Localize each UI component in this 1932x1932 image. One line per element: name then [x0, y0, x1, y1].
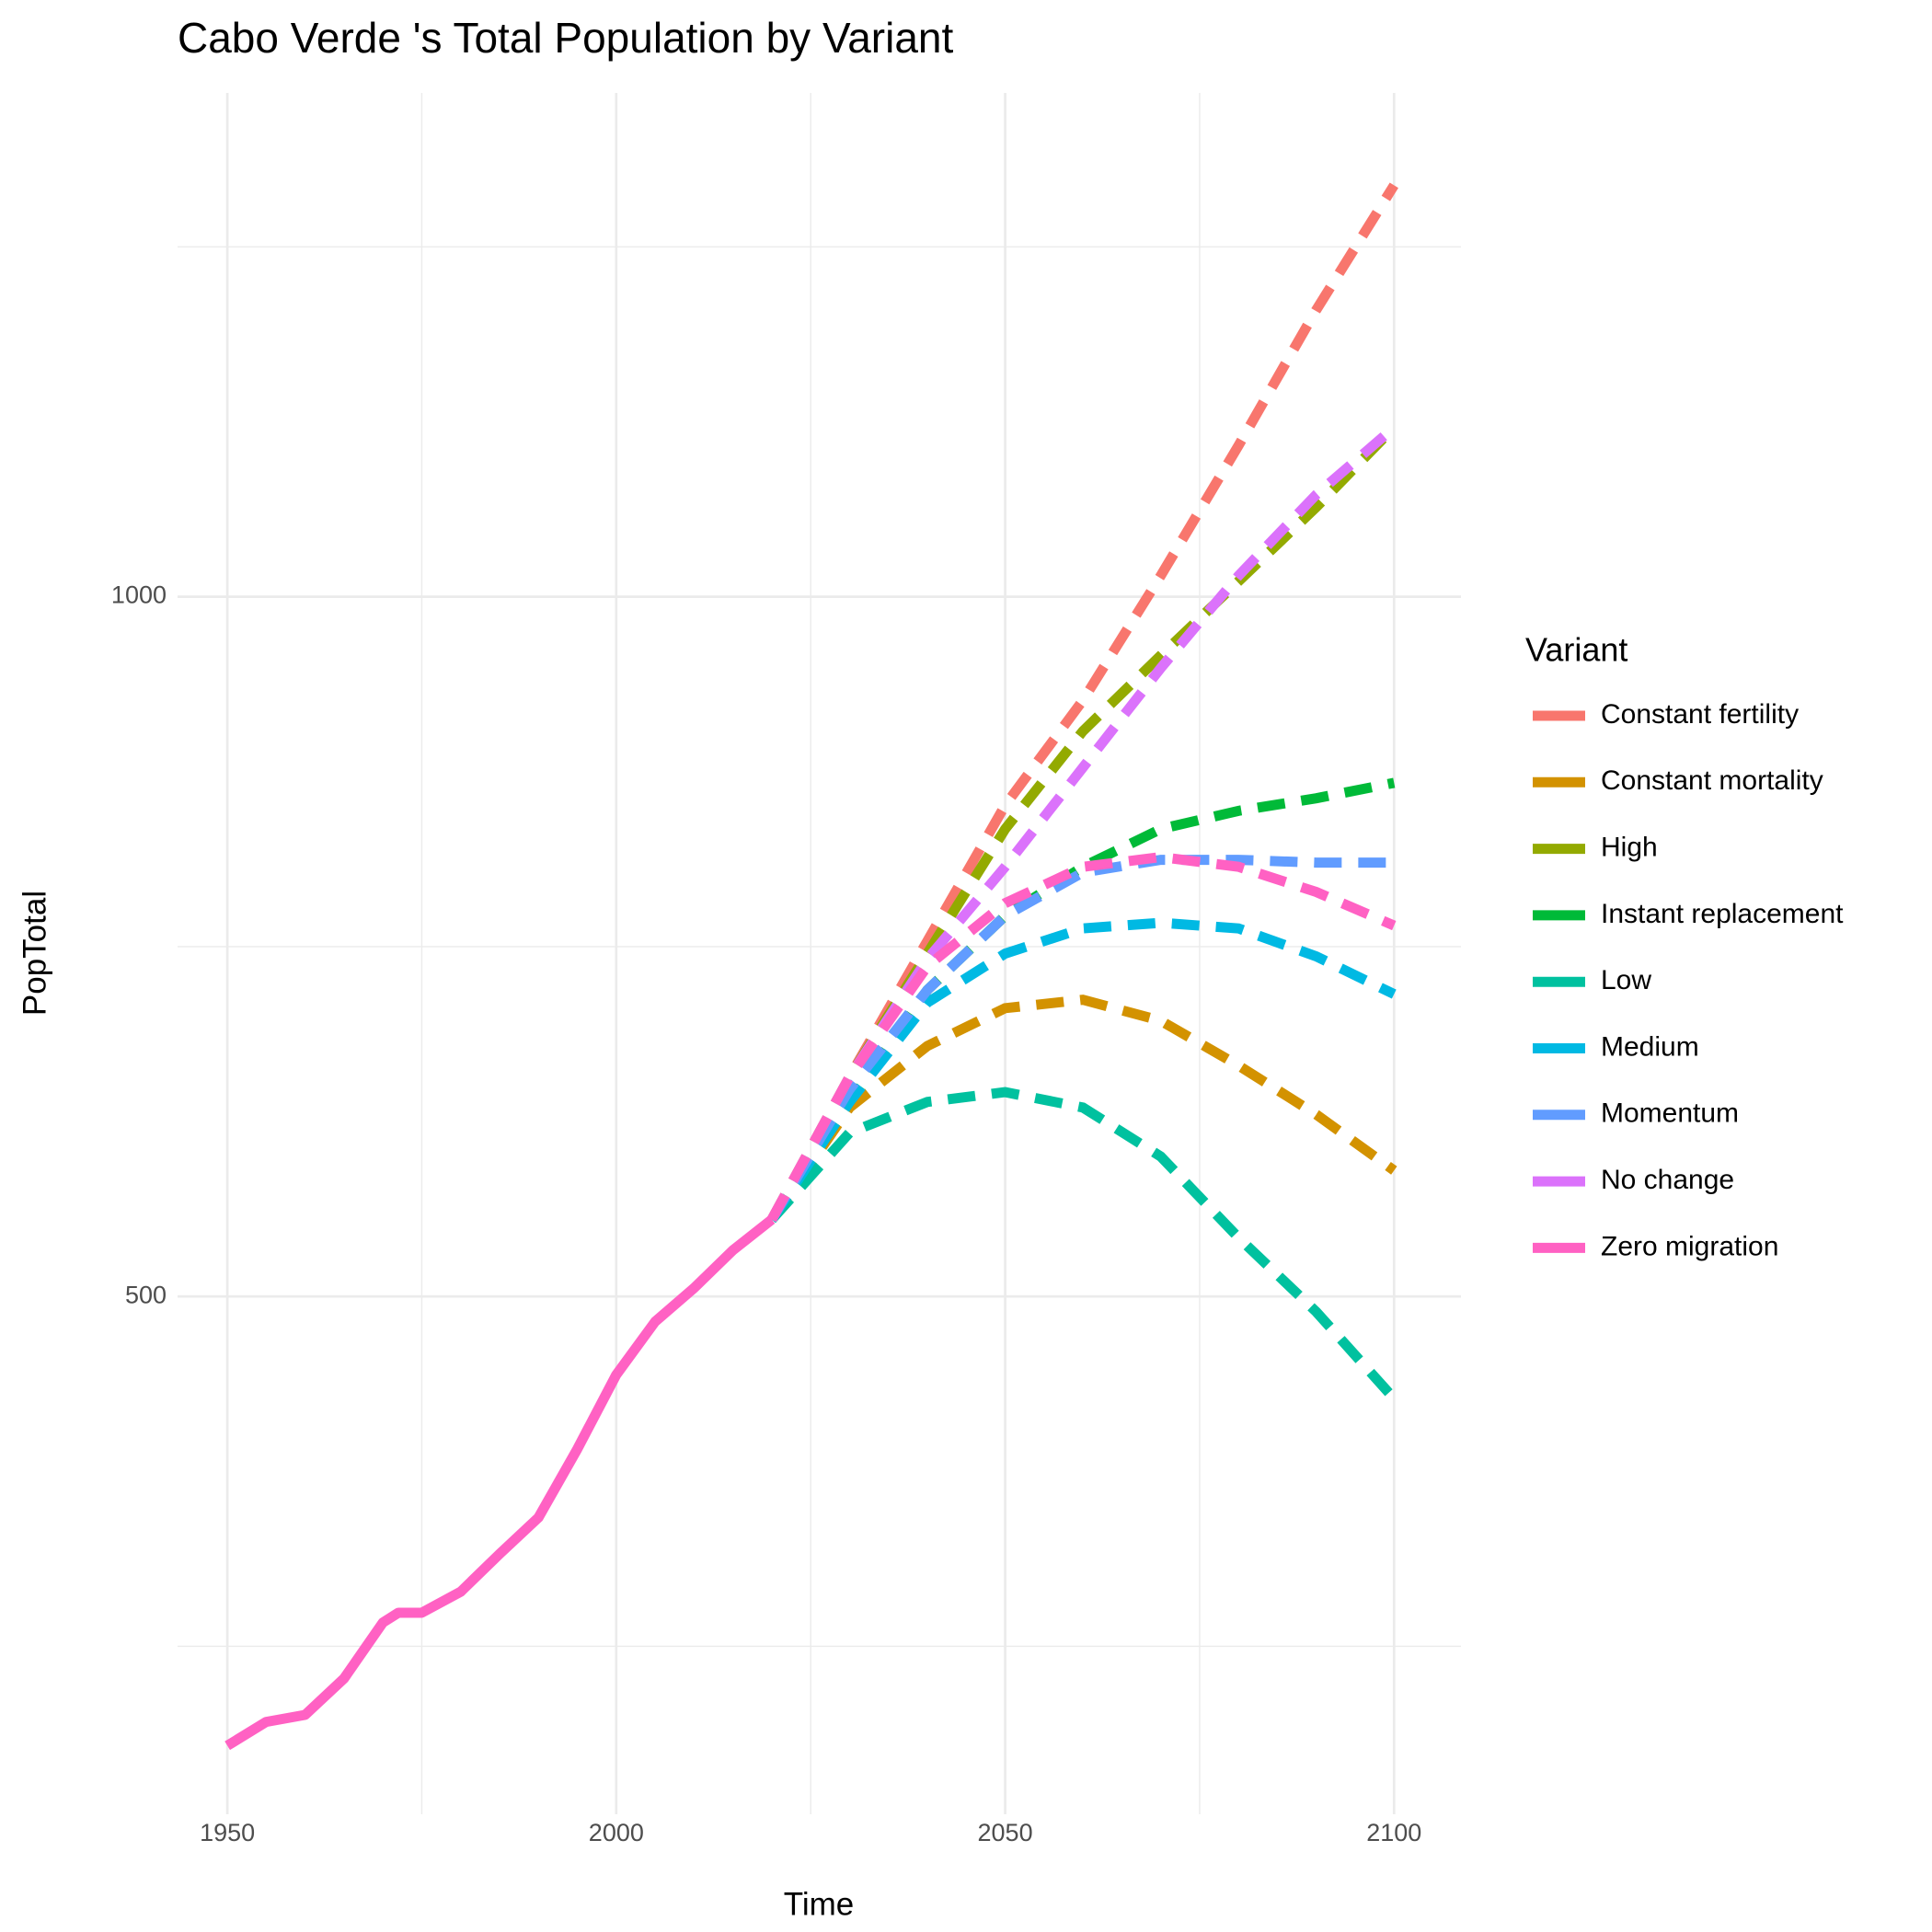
line-series	[767, 423, 1397, 1223]
x-tick-label: 1950	[200, 1819, 255, 1846]
legend-label: Constant fertility	[1601, 699, 1799, 730]
legend-label: Medium	[1601, 1031, 1699, 1062]
line-series	[767, 851, 1397, 1223]
legend-label: No change	[1601, 1165, 1734, 1195]
chart-title: Cabo Verde 's Total Population by Varian…	[178, 14, 954, 62]
legend-label: Low	[1601, 965, 1651, 995]
y-tick-label: 1000	[111, 581, 167, 609]
x-tick-label: 2100	[1366, 1819, 1421, 1846]
x-tick-label: 2050	[978, 1819, 1033, 1846]
line-series	[767, 855, 1395, 1223]
y-tick-label: 500	[125, 1281, 167, 1308]
line-series	[767, 917, 1397, 1223]
legend-label: Instant replacement	[1601, 899, 1844, 929]
y-axis-label: PopTotal	[17, 891, 52, 1016]
x-tick-label: 2000	[589, 1819, 644, 1846]
line-series	[767, 995, 1397, 1223]
line-series	[767, 1087, 1398, 1402]
line-series	[767, 423, 1398, 1223]
legend-label: High	[1601, 833, 1658, 863]
legend-title: Variant	[1525, 631, 1627, 669]
legend-label: Zero migration	[1601, 1231, 1778, 1261]
x-axis-label: Time	[784, 1886, 854, 1922]
legend-label: Momentum	[1601, 1098, 1739, 1129]
history-line	[224, 1215, 776, 1751]
legend-label: Constant mortality	[1601, 765, 1823, 796]
